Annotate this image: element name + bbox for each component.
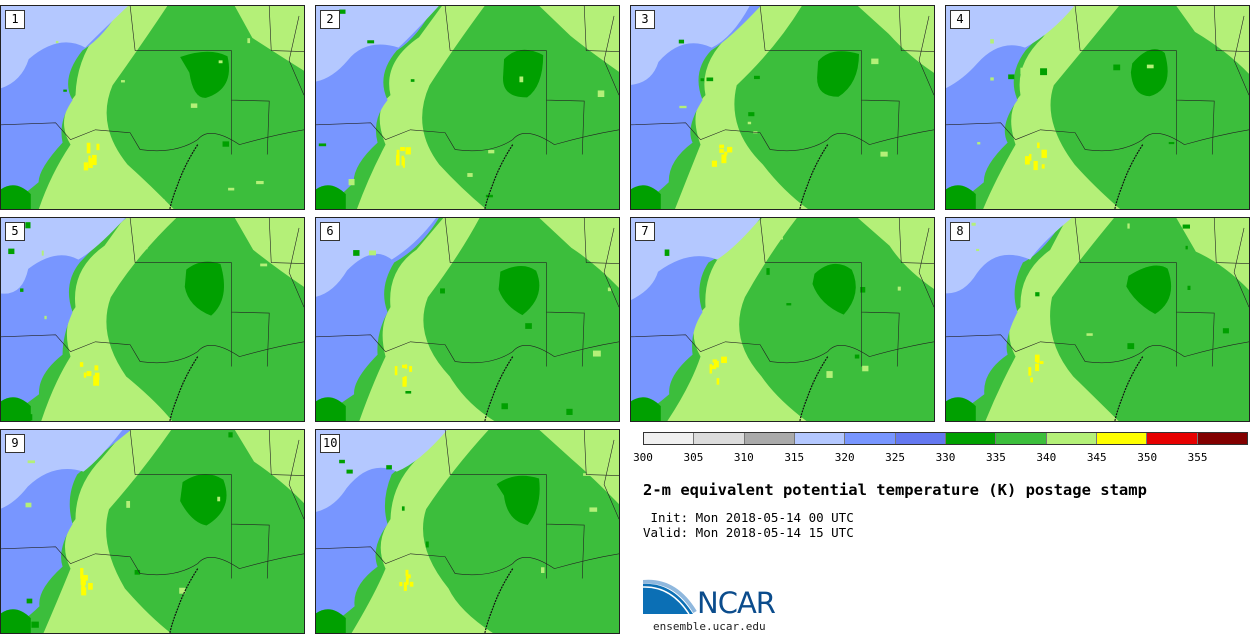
theta-e-map xyxy=(946,218,1249,421)
map-panel: 5 xyxy=(0,217,305,422)
map-panel: 1 xyxy=(0,5,305,210)
colorbar-segment xyxy=(744,433,795,444)
member-number-label: 3 xyxy=(635,10,655,29)
map-panel: 10 xyxy=(315,429,620,634)
theta-e-map xyxy=(316,218,619,421)
member-number-label: 4 xyxy=(950,10,970,29)
map-panel: 7 xyxy=(630,217,935,422)
colorbar-tick-label: 335 xyxy=(985,451,1006,464)
colorbar-segment xyxy=(945,433,997,444)
member-number-label: 10 xyxy=(320,434,341,453)
colorbar-segment xyxy=(694,433,745,444)
website-label: ensemble.ucar.edu xyxy=(653,620,766,633)
theta-e-map xyxy=(946,6,1249,209)
member-number-label: 2 xyxy=(320,10,340,29)
colorbar-tick-label: 345 xyxy=(1086,451,1107,464)
init-time: Init: Mon 2018-05-14 00 UTC xyxy=(643,510,854,525)
map-panel: 8 xyxy=(945,217,1250,422)
theta-e-map xyxy=(1,430,304,633)
colorbar-segment xyxy=(794,433,846,444)
ncar-logo-icon xyxy=(643,579,697,615)
theta-e-map xyxy=(1,6,304,209)
colorbar-segment xyxy=(895,433,946,444)
colorbar-tick-label: 300 xyxy=(633,451,653,464)
ncar-logo-text: NCAR xyxy=(697,586,776,620)
colorbar xyxy=(643,432,1248,445)
colorbar-segment xyxy=(845,433,896,444)
theta-e-map xyxy=(631,218,934,421)
map-panel: 9 xyxy=(0,429,305,634)
map-panel: 3 xyxy=(630,5,935,210)
member-number-label: 8 xyxy=(950,222,970,241)
colorbar-tick-labels: 300 305 310 315 320 325 330 335 340 345 350 355 xyxy=(633,451,1248,465)
colorbar-segment xyxy=(1147,433,1198,444)
colorbar-tick-label: 305 xyxy=(683,451,704,464)
member-number-label: 7 xyxy=(635,222,655,241)
map-panel: 4 xyxy=(945,5,1250,210)
plot-title: 2-m equivalent potential temperature (K)… xyxy=(643,481,1147,499)
colorbar-segment xyxy=(644,433,695,444)
map-panel: 6 xyxy=(315,217,620,422)
colorbar-segment xyxy=(1096,433,1148,444)
colorbar-tick-label: 315 xyxy=(784,451,805,464)
valid-time: Valid: Mon 2018-05-14 15 UTC xyxy=(643,525,854,540)
colorbar-segment xyxy=(1197,433,1247,444)
colorbar-tick-label: 350 xyxy=(1137,451,1158,464)
member-number-label: 6 xyxy=(320,222,340,241)
theta-e-map xyxy=(316,430,619,633)
member-number-label: 9 xyxy=(5,434,25,453)
colorbar-segment xyxy=(996,433,1047,444)
colorbar-tick-label: 330 xyxy=(935,451,956,464)
colorbar-segment xyxy=(1046,433,1097,444)
theta-e-map xyxy=(631,6,934,209)
map-panel: 2 xyxy=(315,5,620,210)
member-number-label: 1 xyxy=(5,10,25,29)
member-number-label: 5 xyxy=(5,222,25,241)
colorbar-tick-label: 340 xyxy=(1036,451,1057,464)
theta-e-map xyxy=(1,218,304,421)
colorbar-tick-label: 310 xyxy=(733,451,754,464)
colorbar-tick-label: 320 xyxy=(834,451,855,464)
colorbar-tick-label: 325 xyxy=(885,451,906,464)
colorbar-tick-label: 355 xyxy=(1187,451,1208,464)
theta-e-map xyxy=(316,6,619,209)
